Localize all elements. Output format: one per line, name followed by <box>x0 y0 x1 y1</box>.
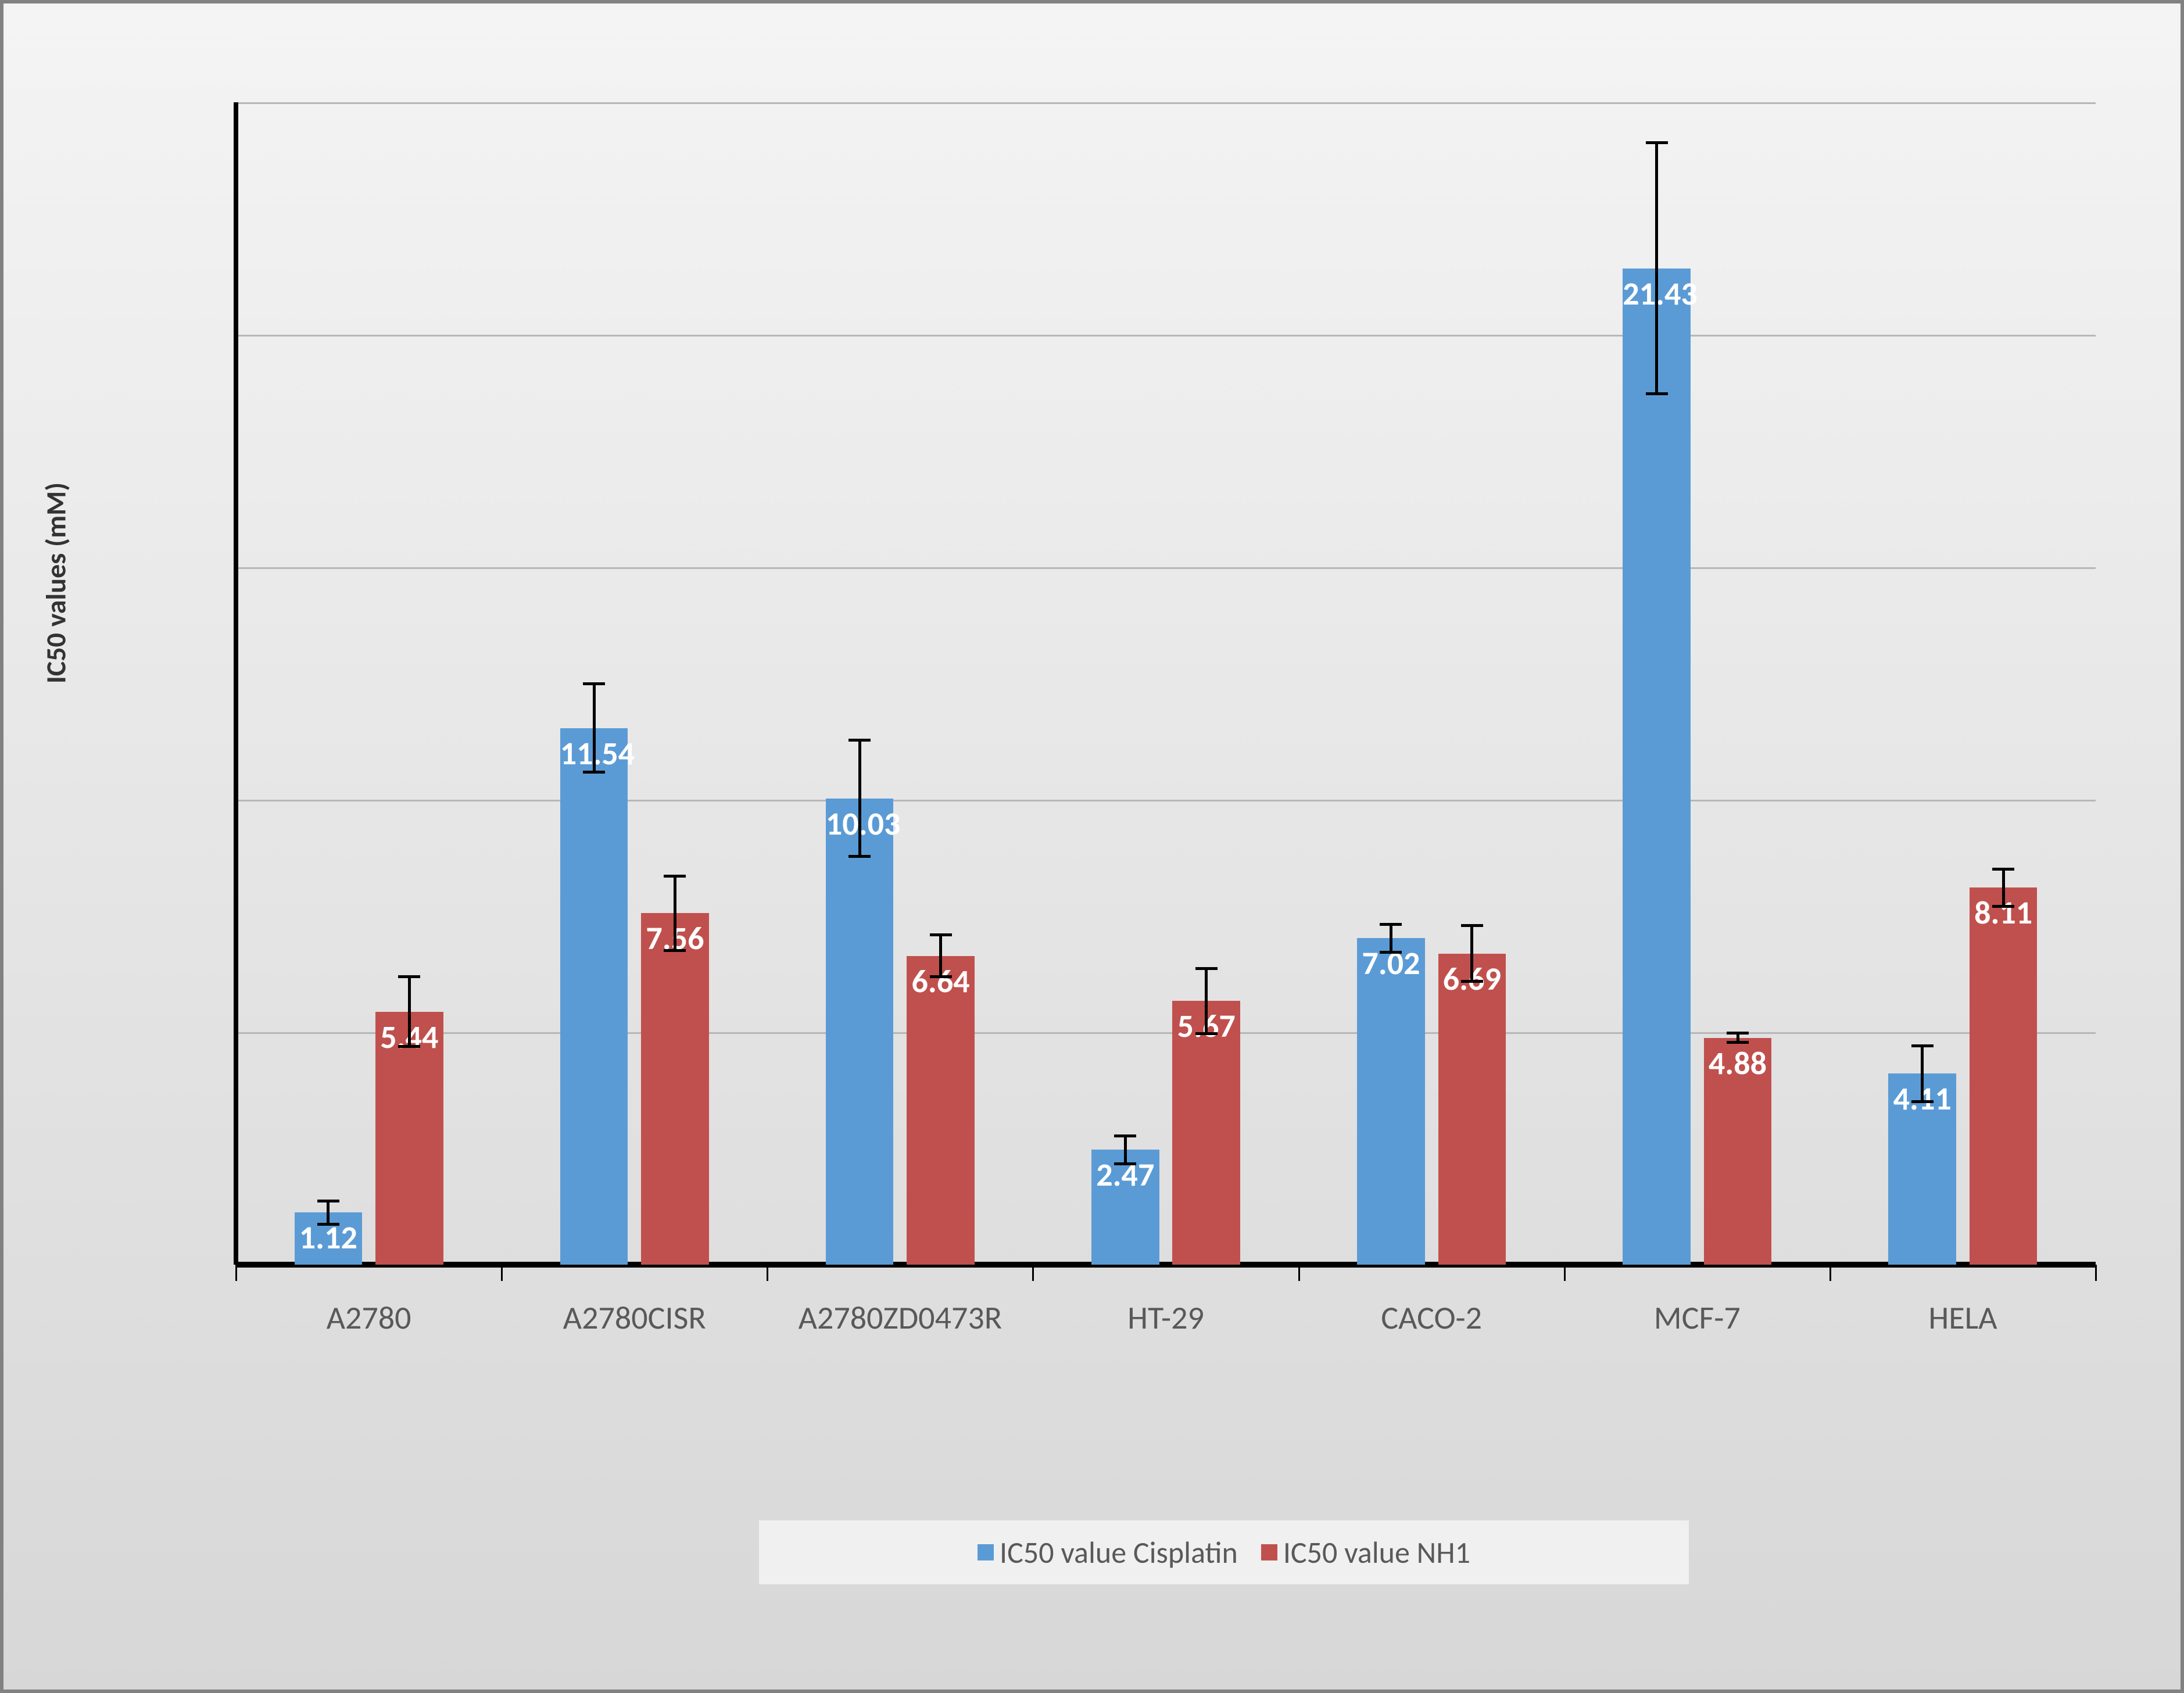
error-bar-cap <box>317 1223 339 1226</box>
gridline <box>236 102 2096 104</box>
error-bar-vertical <box>593 684 596 772</box>
bar: 11.54 <box>560 728 628 1265</box>
x-tick-mark <box>1564 1265 1566 1281</box>
gridline <box>236 335 2096 337</box>
bar: 6.69 <box>1438 954 1506 1265</box>
x-tick-mark <box>501 1265 503 1281</box>
error-bar-cap <box>1727 1032 1749 1035</box>
error-bar-vertical <box>327 1201 330 1224</box>
error-bar-cap <box>1992 905 2014 908</box>
y-axis-line <box>234 102 238 1265</box>
error-bar-vertical <box>2002 869 2005 906</box>
error-bar-vertical <box>674 876 676 950</box>
error-bar-cap <box>930 975 952 978</box>
x-category-label: HT-29 <box>1127 1298 1204 1338</box>
error-bar-vertical <box>1470 926 1473 982</box>
error-bar-cap <box>1195 967 1218 970</box>
x-tick-mark <box>235 1265 237 1281</box>
bar: 4.88 <box>1704 1038 1772 1265</box>
x-tick-mark <box>1298 1265 1300 1281</box>
error-bar-cap <box>848 739 871 742</box>
error-bar-vertical <box>1921 1046 1924 1101</box>
legend-item: IC50 value NH1 <box>1261 1534 1470 1571</box>
error-bar-vertical <box>1390 924 1392 952</box>
bar-data-label: 4.88 <box>1704 1044 1772 1083</box>
error-bar-cap <box>848 855 871 858</box>
error-bar-cap <box>1380 951 1402 954</box>
error-bar-cap <box>1727 1041 1749 1044</box>
error-bar-vertical <box>1655 143 1658 394</box>
bar: 7.02 <box>1357 938 1425 1265</box>
bar: 21.43 <box>1623 269 1691 1265</box>
error-bar-cap <box>930 933 952 936</box>
error-bar-vertical <box>939 935 942 977</box>
bar: 8.11 <box>1970 887 2038 1265</box>
bar: 5.44 <box>375 1012 443 1265</box>
error-bar-cap <box>664 875 686 878</box>
bar: 6.64 <box>907 956 975 1265</box>
legend: IC50 value Cisplatin IC50 value NH1 <box>759 1520 1689 1584</box>
legend-label: IC50 value NH1 <box>1283 1534 1470 1571</box>
legend-label: IC50 value Cisplatin <box>1000 1534 1238 1571</box>
x-category-label: A2780 <box>327 1298 411 1338</box>
error-bar-cap <box>398 1045 420 1048</box>
error-bar-cap <box>664 949 686 952</box>
x-category-label: MCF-7 <box>1654 1298 1741 1338</box>
gridline <box>236 1032 2096 1034</box>
error-bar-cap <box>1911 1100 1934 1103</box>
x-tick-mark <box>767 1265 768 1281</box>
bar: 7.56 <box>641 913 709 1265</box>
error-bar-vertical <box>1205 968 1208 1033</box>
error-bar-vertical <box>408 977 411 1047</box>
bar: 2.47 <box>1091 1150 1159 1265</box>
error-bar-cap <box>1380 923 1402 926</box>
legend-swatch <box>978 1544 994 1560</box>
error-bar-cap <box>1195 1032 1218 1035</box>
bar: 5.67 <box>1172 1001 1240 1265</box>
error-bar-cap <box>583 771 605 774</box>
error-bar-cap <box>1646 141 1668 144</box>
legend-swatch <box>1261 1544 1277 1560</box>
gridline <box>236 567 2096 569</box>
legend-item: IC50 value Cisplatin <box>978 1534 1238 1571</box>
x-tick-mark <box>2095 1265 2097 1281</box>
error-bar-cap <box>583 682 605 685</box>
x-axis-line <box>236 1262 2096 1268</box>
x-tick-mark <box>1829 1265 1831 1281</box>
error-bar-cap <box>1114 1134 1136 1137</box>
error-bar-cap <box>398 975 420 978</box>
x-category-label: A2780CISR <box>563 1298 706 1338</box>
error-bar-vertical <box>1124 1136 1127 1164</box>
plot-area: 1.125.4411.547.5610.036.642.475.677.026.… <box>236 102 2096 1265</box>
error-bar-cap <box>1461 924 1483 927</box>
x-category-label: A2780ZD0473R <box>799 1298 1003 1338</box>
chart-container: 1.125.4411.547.5610.036.642.475.677.026.… <box>0 0 2184 1693</box>
error-bar-cap <box>1992 868 2014 871</box>
error-bar-cap <box>1911 1044 1934 1047</box>
error-bar-cap <box>1461 980 1483 983</box>
x-category-label: CACO-2 <box>1381 1298 1482 1338</box>
error-bar-cap <box>1114 1162 1136 1165</box>
error-bar-cap <box>1646 392 1668 395</box>
x-category-label: HELA <box>1928 1298 1997 1338</box>
x-tick-mark <box>1032 1265 1034 1281</box>
bar: 10.03 <box>826 799 894 1265</box>
error-bar-vertical <box>858 740 861 857</box>
error-bar-cap <box>317 1200 339 1202</box>
gridline <box>236 800 2096 801</box>
